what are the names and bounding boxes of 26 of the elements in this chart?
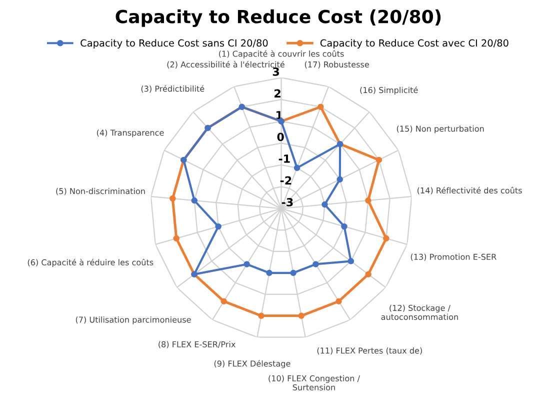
legend-label: Capacity to Reduce Cost sans CI 20/80	[80, 39, 268, 49]
spoke-label: (17) Robustesse	[304, 61, 369, 68]
spoke-label: (7) Utilisation parcimonieuse	[76, 316, 191, 324]
spoke-label: (6) Capacité à réduire les coûts	[28, 258, 154, 267]
spoke-label: (9) FLEX Délestage	[214, 360, 290, 368]
y-tick-label: -3	[282, 198, 293, 206]
spoke-label: (5) Non-discrimination	[56, 188, 145, 196]
y-tick-label: 0	[277, 132, 284, 142]
spoke-label: (10) FLEX Congestion / Surtension	[268, 375, 360, 390]
spoke-label: (12) Stockage / autoconsommation	[381, 304, 458, 320]
spoke-label: (3) Prédictibilité	[141, 85, 204, 93]
spoke-label: (4) Transparence	[97, 129, 164, 138]
spoke-label: (11) FLEX Pertes (taux de)	[317, 347, 422, 355]
y-tick-label: -2	[280, 176, 292, 184]
y-tick-label: 3	[272, 67, 279, 76]
legend-label: Capacity to Reduce Cost avec CI 20/80	[320, 39, 508, 49]
spoke-label: (14) Réflectivité des coûts	[418, 186, 522, 194]
spoke-label: (13) Promotion E-SER	[410, 254, 496, 261]
spoke-label: (1) Capacité à couvrir les coûts	[219, 50, 344, 58]
spoke-label: (15) Non perturbation	[396, 125, 484, 134]
spoke-label: (16) Simplicité	[360, 86, 418, 95]
spoke-label: (2) Accessibilité à l'électricité	[167, 60, 284, 68]
spoke-label: (8) FLEX E-SER/Prix	[158, 341, 236, 348]
y-tick-label: -1	[278, 154, 290, 163]
chart-title: Capacity to Reduce Cost (20/80)	[116, 9, 441, 28]
y-tick-label: 2	[274, 89, 280, 98]
